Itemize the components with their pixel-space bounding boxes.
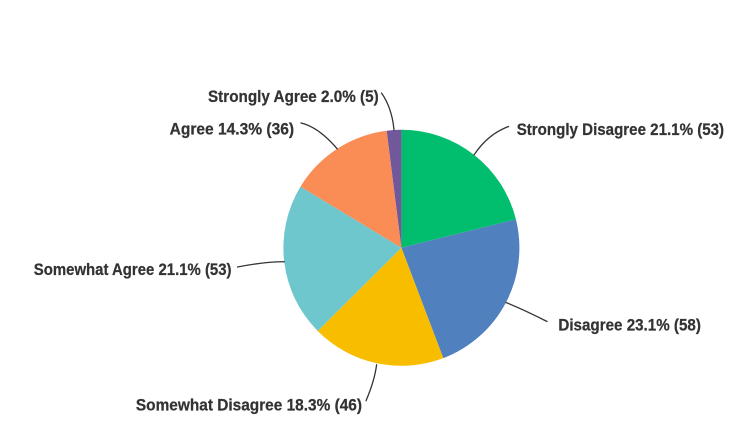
svg-text:Agree 14.3% (36): Agree 14.3% (36)	[170, 119, 295, 138]
svg-text:Somewhat Disagree 18.3% (46): Somewhat Disagree 18.3% (46)	[136, 395, 362, 414]
svg-text:Strongly Disagree 21.1% (53): Strongly Disagree 21.1% (53)	[517, 120, 724, 139]
svg-text:Disagree 23.1% (58): Disagree 23.1% (58)	[558, 316, 701, 335]
svg-text:Somewhat Agree 21.1% (53): Somewhat Agree 21.1% (53)	[34, 260, 232, 279]
svg-text:Strongly Agree 2.0% (5): Strongly Agree 2.0% (5)	[208, 87, 379, 106]
